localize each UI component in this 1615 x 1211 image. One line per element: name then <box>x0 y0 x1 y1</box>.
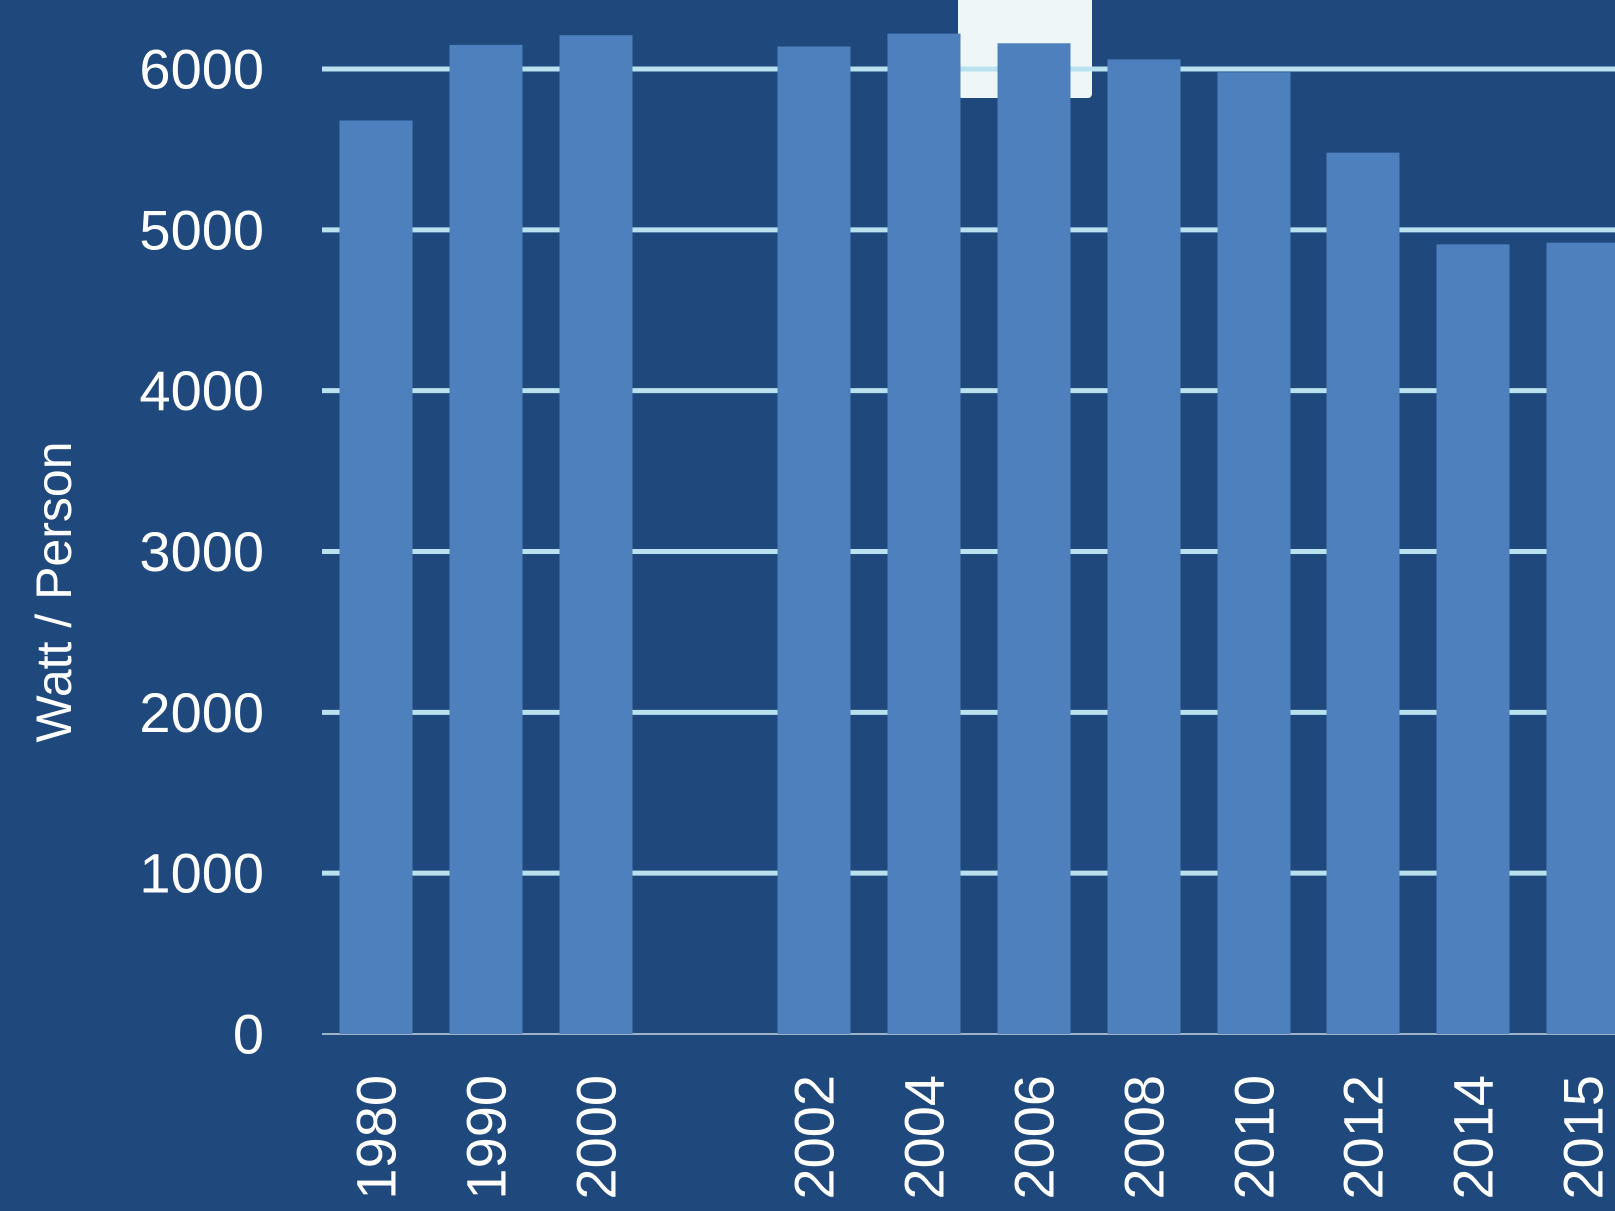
y-tick-label-2000: 2000 <box>139 681 264 744</box>
x-tick-label-2014: 2014 <box>1442 1075 1505 1200</box>
bar-1990 <box>450 45 523 1034</box>
y-axis-title: Watt / Person <box>26 441 82 742</box>
x-tick-label-2015: 2015 <box>1552 1075 1615 1200</box>
x-tick-label-2008: 2008 <box>1113 1075 1176 1200</box>
bar-2010 <box>1218 72 1291 1034</box>
x-tick-label-1980: 1980 <box>345 1075 408 1200</box>
bar-2015 <box>1547 243 1615 1034</box>
y-tick-label-4000: 4000 <box>139 359 264 422</box>
y-tick-label-6000: 6000 <box>139 38 264 101</box>
y-tick-label-0: 0 <box>233 1003 264 1066</box>
x-tick-label-1990: 1990 <box>455 1075 518 1200</box>
bar-1980 <box>340 120 413 1034</box>
x-tick-label-2002: 2002 <box>783 1075 846 1200</box>
x-tick-label-2006: 2006 <box>1003 1075 1066 1200</box>
y-tick-labels: 0 1000 2000 3000 4000 5000 6000 <box>139 38 264 1066</box>
x-tick-label-2004: 2004 <box>893 1075 956 1200</box>
bar-2006 <box>998 43 1071 1034</box>
y-tick-label-3000: 3000 <box>139 520 264 583</box>
x-tick-label-2000: 2000 <box>565 1075 628 1200</box>
x-tick-label-2010: 2010 <box>1223 1075 1286 1200</box>
bar-2012 <box>1327 153 1400 1034</box>
y-tick-label-1000: 1000 <box>139 842 264 905</box>
bar-2000 <box>560 35 633 1034</box>
y-tick-label-5000: 5000 <box>139 198 264 261</box>
bar-2002 <box>778 46 851 1034</box>
x-tick-label-2012: 2012 <box>1332 1075 1395 1200</box>
bar-2014 <box>1437 244 1510 1034</box>
bar-2008 <box>1108 59 1181 1034</box>
bars <box>340 34 1615 1034</box>
bar-2004 <box>888 34 961 1034</box>
x-tick-labels: 1980 1990 2000 2002 2004 2006 2008 2010 2012 2014… <box>345 1075 1615 1200</box>
